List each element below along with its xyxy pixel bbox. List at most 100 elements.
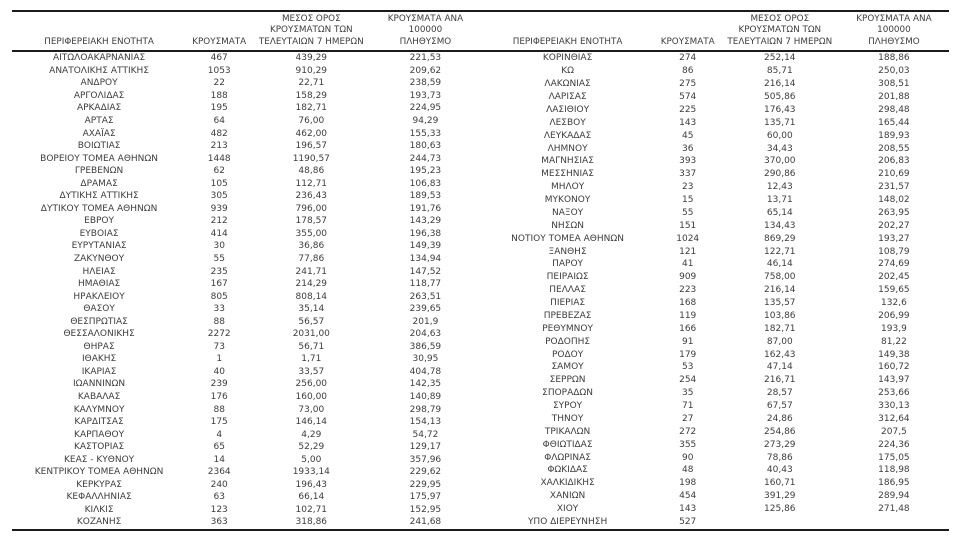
col-header-regional-unit: ΠΕΡΙΦΕΡΕΙΑΚΗ ΕΝΟΤΗΤΑ [12, 12, 187, 53]
regional-unit-cell: ΚΑΡΔΙΤΣΑΣ [74, 417, 124, 428]
table-row: ΗΡΑΚΛΕΙΟΥ 805 808,14 263,51 [12, 291, 481, 304]
cases-cell: 166 [679, 323, 697, 334]
regional-unit-cell: ΚΟΡΙΝΘΙΑΣ [542, 53, 593, 64]
col-header-cases: ΚΡΟΥΣΜΑΤΑ [654, 12, 721, 53]
per-100k-cell: 206,99 [878, 310, 910, 321]
cases-cell: 14 [213, 454, 225, 465]
per-100k-cell: 253,66 [878, 388, 910, 399]
regional-unit-cell: ΠΕΙΡΑΙΩΣ [546, 272, 589, 283]
cases-cell: 64 [213, 115, 225, 126]
regional-unit-cell: ΕΥΒΟΙΑΣ [79, 228, 119, 239]
avg-7day-cell: 35,14 [298, 304, 325, 315]
table-row: ΝΟΤΙΟΥ ΤΟΜΕΑ ΑΘΗΝΩΝ 1024 869,29 193,27 [481, 233, 950, 246]
cases-cell: 40 [213, 366, 225, 377]
regional-unit-cell: ΦΘΙΩΤΙΔΑΣ [542, 439, 593, 450]
avg-7day-cell: 134,43 [764, 220, 796, 231]
per-100k-cell: 148,02 [878, 195, 910, 206]
avg-7day-cell: 13,71 [766, 195, 793, 206]
cases-cell: 467 [210, 53, 228, 64]
avg-7day-cell: 122,71 [764, 246, 796, 257]
table-row: ΠΙΕΡΙΑΣ 168 135,57 132,6 [481, 297, 950, 310]
regional-unit-cell: ΜΗΛΟΥ [550, 182, 585, 193]
avg-7day-cell: 22,71 [298, 78, 325, 89]
cases-cell: 272 [679, 426, 697, 437]
avg-7day-cell: 103,86 [764, 310, 796, 321]
regional-unit-cell: ΗΛΕΙΑΣ [82, 266, 116, 277]
avg-7day-cell: 370,00 [764, 156, 796, 167]
cases-cell: 45 [681, 130, 694, 141]
regional-unit-cell: ΚΕΦΑΛΛΗΝΙΑΣ [66, 492, 132, 503]
avg-7day-cell: 808,14 [295, 291, 328, 302]
table-row: ΠΕΙΡΑΙΩΣ 909 758,00 202,45 [481, 271, 950, 284]
avg-7day-cell: 66,14 [298, 492, 325, 503]
regional-unit-cell: ΖΑΚΥΝΘΟΥ [74, 253, 125, 264]
per-100k-cell: 189,93 [878, 130, 910, 141]
table-row: ΛΗΜΝΟΥ 36 34,43 208,55 [481, 142, 950, 155]
per-100k-cell: 202,27 [878, 220, 910, 231]
regional-unit-cell: ΥΠΟ ΔΙΕΡΕΥΝΗΣΗ [527, 517, 608, 528]
cases-cell: 4 [216, 429, 223, 440]
avg-7day-cell: 60,00 [766, 130, 793, 141]
col-header-regional-unit: ΠΕΡΙΦΕΡΕΙΑΚΗ ΕΝΟΤΗΤΑ [480, 12, 655, 53]
cases-cell: 337 [679, 169, 697, 180]
avg-7day-cell: 318,86 [295, 517, 328, 528]
per-100k-cell: 188,86 [878, 53, 910, 64]
avg-7day-cell: 5,00 [301, 454, 322, 465]
per-100k-cell: 108,79 [878, 246, 910, 257]
per-100k-cell: 140,89 [409, 391, 442, 402]
table-row: ΜΗΛΟΥ 23 12,43 231,57 [481, 181, 950, 194]
cases-cell: 176 [210, 391, 228, 402]
per-100k-cell: 193,73 [409, 90, 442, 101]
table-row: ΕΥΒΟΙΑΣ 414 355,00 196,38 [12, 228, 481, 241]
table-row: ΚΕΑΣ - ΚΥΘΝΟΥ 14 5,00 357,96 [12, 454, 481, 467]
regional-unit-cell: ΛΑΣΙΘΙΟΥ [546, 104, 590, 115]
regional-unit-cell: ΚΑΒΑΛΑΣ [77, 391, 121, 402]
cases-cell: 105 [210, 178, 228, 189]
regional-unit-cell: ΘΑΣΟΥ [83, 304, 115, 315]
avg-7day-cell: 214,29 [295, 279, 328, 290]
cases-table-left: ΠΕΡΙΦΕΡΕΙΑΚΗ ΕΝΟΤΗΤΑ ΚΡΟΥΣΜΑΤΑ ΜΕΣΟΣ ΟΡΟ… [12, 12, 481, 529]
table-row: ΚΕΡΚΥΡΑΣ 240 196,43 229,95 [12, 479, 481, 492]
table-row: ΞΑΝΘΗΣ 121 122,71 108,79 [481, 245, 950, 258]
per-100k-cell: 142,35 [409, 379, 442, 390]
table-row: ΔΥΤΙΚΟΥ ΤΟΜΕΑ ΑΘΗΝΩΝ 939 796,00 191,76 [12, 203, 481, 216]
cases-cell: 62 [213, 166, 225, 177]
regional-unit-cell: ΑΝΑΤΟΛΙΚΗΣ ΑΤΤΙΚΗΣ [49, 65, 149, 76]
per-100k-cell: 239,65 [409, 304, 442, 315]
avg-7day-cell: 241,71 [295, 266, 328, 277]
avg-7day-cell: 36,86 [298, 241, 325, 252]
table-row: ΗΛΕΙΑΣ 235 241,71 147,52 [12, 266, 481, 279]
per-100k-cell: 155,33 [409, 128, 442, 139]
avg-7day-cell: 34,43 [766, 143, 793, 154]
regional-unit-cell: ΡΟΔΟΠΗΣ [545, 336, 591, 347]
table-row: ΑΝΑΤΟΛΙΚΗΣ ΑΤΤΙΚΗΣ 1053 910,29 209,62 [12, 65, 481, 78]
regional-unit-cell: ΚΑΡΠΑΘΟΥ [74, 429, 125, 440]
col-header-per-100k: ΚΡΟΥΣΜΑΤΑ ΑΝΑ 100000 ΠΛΗΘΥΣΜΟ [370, 12, 481, 53]
per-100k-cell: 193,27 [878, 233, 910, 244]
table-row: ΑΙΤΩΛΟΑΚΑΡΝΑΝΙΑΣ 467 439,29 221,53 [12, 51, 481, 65]
per-100k-cell: 189,53 [409, 191, 442, 202]
table-row: ΚΑΛΥΜΝΟΥ 88 73,00 298,79 [12, 404, 481, 417]
table-row: ΦΘΙΩΤΙΔΑΣ 355 273,29 224,36 [481, 439, 950, 452]
avg-7day-cell: 910,29 [295, 65, 328, 76]
cases-cell: 254 [679, 375, 697, 386]
cases-cell: 123 [210, 504, 228, 515]
per-100k-cell: 152,95 [409, 504, 442, 515]
per-100k-cell: 129,17 [409, 442, 442, 453]
cases-cell: 73 [213, 341, 225, 352]
cases-cell: 275 [679, 79, 697, 90]
cases-cell: 151 [679, 220, 697, 231]
table-row: ΑΡΤΑΣ 64 76,00 94,29 [12, 115, 481, 128]
regional-unit-cell: ΚΕΡΚΥΡΑΣ [76, 479, 122, 490]
cases-cell: 88 [213, 316, 225, 327]
table-row: ΑΧΑΪΑΣ 482 462,00 155,33 [12, 128, 481, 141]
cases-cell: 53 [681, 362, 694, 373]
table-row: ΣΑΜΟΥ 53 47,14 160,72 [481, 361, 950, 374]
cases-cell: 225 [679, 104, 697, 115]
regional-unit-cell: ΜΥΚΟΝΟΥ [544, 195, 591, 206]
cases-cell: 15 [681, 195, 694, 206]
table-row: ΚΑΡΠΑΘΟΥ 4 4,29 54,72 [12, 429, 481, 442]
avg-7day-cell: 85,71 [766, 66, 793, 77]
regional-unit-cell: ΔΥΤΙΚΗΣ ΑΤΤΙΚΗΣ [59, 191, 139, 202]
table-row: ΙΘΑΚΗΣ 1 1,71 30,95 [12, 353, 481, 366]
